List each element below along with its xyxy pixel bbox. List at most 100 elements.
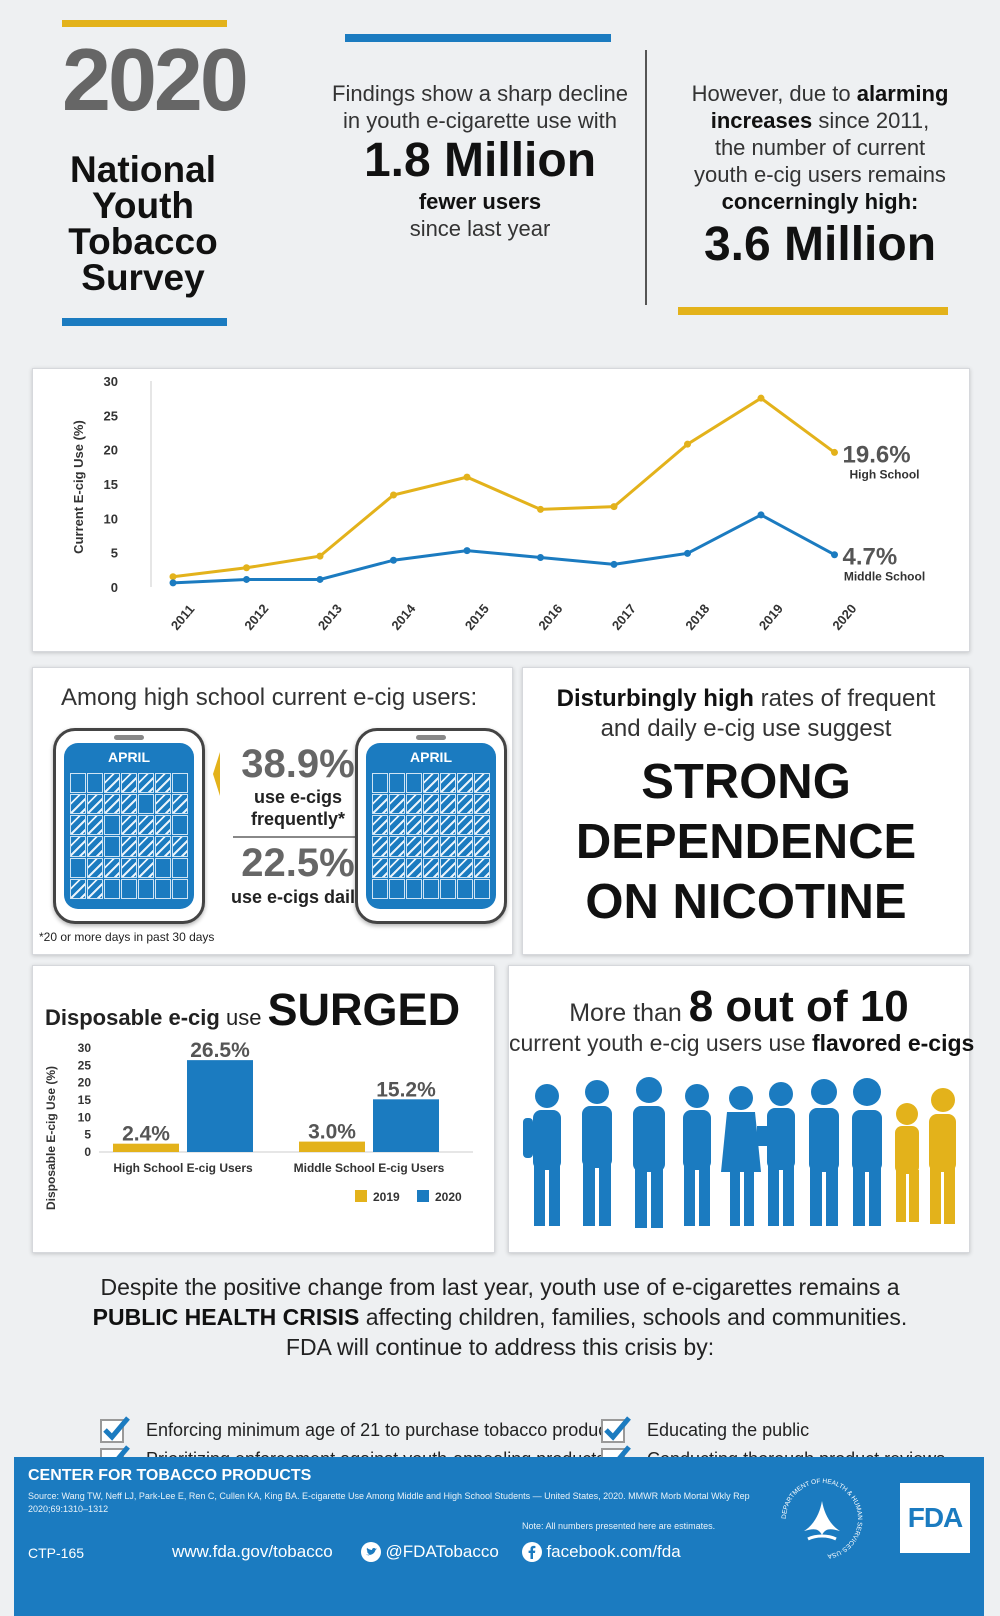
calendar-day (474, 836, 490, 857)
bar-chart-title: Disposable e-cig use SURGED (45, 984, 461, 1035)
x-tick-label: 2011 (168, 602, 198, 633)
current-users-value: 3.6 Million (703, 218, 937, 271)
data-point (757, 511, 765, 519)
y-tick-label: 30 (78, 1041, 92, 1055)
flavored-line1: More than 8 out of 10 (569, 982, 909, 1031)
calendar-day (138, 773, 154, 794)
calendar-day (172, 836, 188, 857)
calendar-grid (372, 773, 490, 899)
calendar-day (372, 815, 388, 836)
crisis-statement: Despite the positive change from last ye… (92, 1274, 908, 1360)
checkbox-icon (100, 1416, 130, 1443)
data-point (243, 564, 250, 572)
frequency-card: Among high school current e-cig users: A… (32, 667, 513, 955)
y-tick-label: 5 (84, 1128, 91, 1142)
calendar-day (389, 878, 405, 899)
calendar-day (474, 878, 490, 899)
footer-code: CTP-165 (28, 1545, 85, 1561)
calendar-day (457, 815, 473, 836)
calendar-day (121, 878, 137, 899)
current-users-block: However, due to alarming increases since… (660, 80, 980, 275)
data-point (316, 552, 324, 560)
calendar-day (406, 836, 422, 857)
flavored-line2: current youth e-cig users use flavored e… (509, 1030, 975, 1056)
person-icon (757, 1082, 795, 1226)
fda-logo: FDA (900, 1483, 970, 1553)
data-point (390, 491, 397, 499)
bar-value-label: 3.0% (308, 1121, 356, 1144)
person-icon (929, 1088, 956, 1224)
calendar-day (440, 836, 456, 857)
survey-title: National Youth Tobacco Survey (68, 149, 218, 298)
calendar-day (104, 836, 120, 857)
person-icon (852, 1078, 882, 1226)
x-tick-label: 2015 (462, 601, 492, 633)
data-point (243, 575, 250, 583)
series-line (172, 396, 836, 579)
dependence-headline: STRONG DEPENDENCE ON NICOTINE (575, 755, 917, 929)
calendar-day (138, 815, 154, 836)
data-point (169, 573, 177, 581)
line-chart: 0 5 10 15 20 25 30 Current E-cig Use (%) 2011 201… (71, 374, 925, 633)
legend-swatch (355, 1190, 367, 1202)
bar-chart-card: Disposable e-cig use SURGED 0 5 10 15 20 25 30… (32, 965, 495, 1253)
decline-value: 1.8 Million (363, 134, 597, 187)
y-tick-label: 15 (78, 1093, 92, 1107)
calendar-day (121, 773, 137, 794)
person-icon (523, 1084, 561, 1226)
calendar-day (372, 857, 388, 878)
calendar-day (172, 794, 188, 815)
calendar-day (372, 878, 388, 899)
calendar-day (70, 857, 86, 878)
data-point (610, 503, 618, 511)
data-point (757, 394, 765, 402)
y-tick-label: 5 (111, 546, 118, 561)
line-chart-card: 0 5 10 15 20 25 30 Current E-cig Use (%) 2011 201… (32, 368, 970, 652)
calendar-day (87, 773, 103, 794)
calendar-day (423, 773, 439, 794)
calendar-day (155, 815, 171, 836)
calendar-day (474, 857, 490, 878)
y-tick-label: 0 (84, 1145, 91, 1159)
calendar-day (121, 836, 137, 857)
calendar-day (440, 794, 456, 815)
data-point (537, 505, 544, 513)
person-icon (895, 1103, 919, 1222)
calendar-day (389, 794, 405, 815)
person-icon (809, 1079, 839, 1226)
y-axis-title: Current E-cig Use (%) (71, 420, 86, 554)
calendar-day (70, 815, 86, 836)
calendar-day (474, 815, 490, 836)
calendar-screen: APRIL (64, 743, 194, 909)
y-tick-label: 25 (104, 408, 118, 423)
calendar-grid (70, 773, 188, 899)
dependence-card: Disturbingly high rates of frequent and … (522, 667, 970, 955)
y-tick-label: 15 (104, 477, 118, 492)
calendar-day (172, 857, 188, 878)
x-tick-label: 2013 (315, 601, 345, 633)
facebook-link[interactable]: facebook.com/fda (522, 1542, 681, 1562)
twitter-link[interactable]: @FDATobacco (361, 1542, 499, 1562)
calendar-day (372, 773, 388, 794)
y-tick-label: 20 (78, 1076, 92, 1090)
phone-notch (114, 735, 144, 740)
data-point (463, 473, 471, 481)
calendar-day (440, 857, 456, 878)
calendar-day (155, 857, 171, 878)
calendar-day (457, 878, 473, 899)
y-tick-label: 20 (104, 443, 118, 458)
website-link[interactable]: www.fda.gov/tobacco (172, 1542, 333, 1561)
data-point (463, 547, 471, 555)
data-point (316, 575, 324, 583)
calendar-day (440, 773, 456, 794)
series-name-label: High School (850, 467, 920, 481)
footer: CENTER FOR TOBACCO PRODUCTS Source: Wang… (14, 1457, 984, 1616)
calendar-day (172, 815, 188, 836)
calendar-day (138, 836, 154, 857)
daily-stat: 22.5% use e-cigs daily (228, 840, 368, 908)
calendar-day (70, 773, 86, 794)
calendar-day (87, 836, 103, 857)
data-point (684, 549, 691, 557)
data-point (390, 556, 397, 564)
data-point (537, 553, 544, 561)
